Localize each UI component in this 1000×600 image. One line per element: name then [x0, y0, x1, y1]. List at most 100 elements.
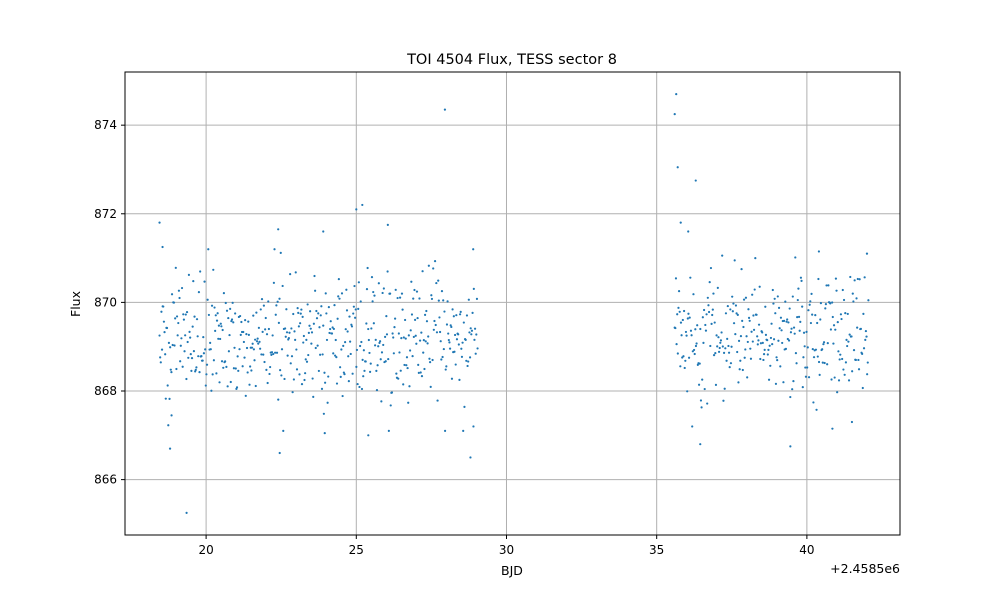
- data-point: [248, 383, 251, 386]
- data-point: [202, 352, 206, 355]
- data-point: [802, 331, 806, 334]
- data-point: [831, 301, 834, 304]
- data-point: [741, 319, 744, 322]
- data-point: [437, 279, 440, 282]
- data-point: [315, 309, 318, 313]
- data-point: [403, 318, 407, 322]
- data-point: [310, 342, 313, 345]
- data-point: [319, 353, 322, 356]
- data-point: [360, 387, 364, 391]
- data-point: [386, 270, 389, 273]
- data-point: [257, 326, 260, 329]
- data-point: [829, 302, 832, 305]
- data-point: [386, 223, 389, 226]
- data-point: [278, 451, 281, 455]
- data-point: [220, 360, 224, 363]
- data-point: [277, 398, 280, 401]
- data-point: [375, 369, 378, 372]
- data-point: [305, 338, 308, 341]
- data-point: [855, 297, 858, 300]
- data-point: [756, 335, 759, 338]
- data-point: [225, 365, 228, 368]
- data-point: [260, 353, 263, 356]
- data-point: [297, 311, 300, 314]
- data-point: [283, 377, 286, 381]
- data-point: [257, 342, 260, 345]
- data-point: [389, 404, 392, 407]
- data-point: [213, 306, 216, 309]
- data-point: [185, 310, 189, 314]
- data-point: [701, 316, 704, 319]
- data-point: [205, 373, 208, 376]
- data-point: [766, 339, 769, 342]
- y-tick-label: 870: [94, 295, 117, 309]
- data-point: [172, 301, 176, 304]
- data-point: [361, 203, 364, 207]
- data-point: [774, 382, 778, 385]
- data-point: [186, 340, 189, 344]
- data-point: [725, 359, 728, 362]
- data-point: [786, 337, 789, 341]
- data-point: [439, 340, 442, 343]
- data-point: [289, 362, 292, 365]
- data-point: [414, 334, 417, 337]
- data-point: [177, 289, 181, 292]
- data-point: [382, 287, 385, 290]
- data-point: [471, 311, 474, 314]
- data-point: [838, 358, 841, 361]
- data-point: [169, 368, 172, 371]
- data-point: [779, 316, 783, 319]
- data-point: [675, 93, 678, 96]
- data-point: [243, 356, 246, 359]
- data-point: [359, 300, 362, 303]
- data-point: [305, 360, 309, 363]
- data-point: [355, 365, 358, 368]
- data-point: [336, 317, 339, 320]
- data-point: [317, 369, 320, 373]
- data-point: [457, 333, 460, 336]
- data-point: [687, 356, 691, 359]
- data-point: [793, 332, 796, 335]
- data-point: [732, 322, 736, 325]
- data-point: [687, 230, 690, 233]
- data-point: [187, 356, 190, 359]
- data-point: [392, 336, 395, 339]
- data-point: [467, 298, 470, 301]
- x-tick-label: 25: [349, 543, 364, 557]
- data-point: [233, 346, 236, 349]
- data-point: [286, 354, 289, 357]
- data-point: [340, 348, 343, 351]
- data-point: [682, 355, 685, 358]
- data-point: [417, 363, 420, 367]
- data-point: [680, 334, 683, 337]
- data-point: [252, 348, 255, 351]
- data-point: [704, 329, 708, 332]
- data-point: [232, 367, 235, 370]
- data-point: [417, 371, 420, 374]
- data-point: [816, 321, 819, 325]
- data-point: [408, 385, 411, 388]
- data-point: [324, 292, 327, 295]
- data-point: [758, 285, 761, 288]
- data-point: [173, 344, 176, 347]
- data-point: [454, 363, 457, 366]
- data-point: [762, 358, 765, 362]
- data-point: [751, 340, 754, 343]
- data-point: [343, 373, 346, 376]
- data-point: [237, 369, 240, 372]
- data-point: [764, 305, 767, 308]
- data-point: [753, 288, 756, 291]
- data-point: [159, 356, 162, 359]
- data-point: [455, 314, 458, 317]
- data-point: [434, 323, 437, 327]
- data-point: [771, 343, 774, 346]
- data-point: [861, 386, 864, 390]
- data-point: [792, 326, 796, 329]
- data-point: [839, 353, 842, 356]
- data-point: [274, 313, 277, 316]
- data-point: [784, 300, 787, 303]
- data-point: [716, 345, 719, 348]
- data-point: [261, 330, 264, 333]
- data-point: [347, 355, 350, 358]
- data-point: [262, 353, 265, 356]
